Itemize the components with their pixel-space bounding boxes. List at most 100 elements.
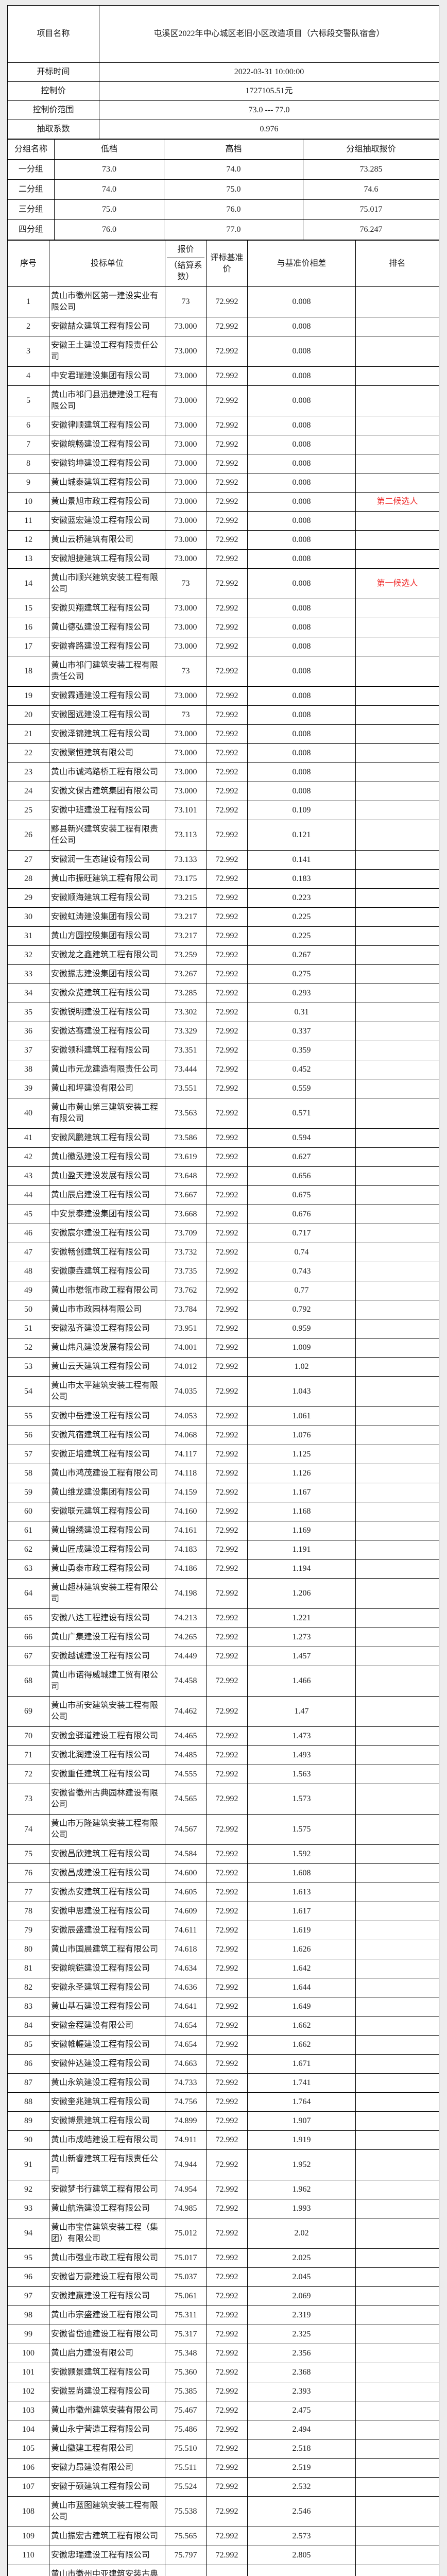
diff-cell: 0.008	[247, 530, 356, 550]
benchmark-cell: 72.992	[206, 2439, 248, 2459]
seq-cell: 47	[7, 1243, 49, 1262]
bid-row: 7 安徽皖畅建设工程有限公司 73.000 72.992 0.008	[7, 435, 439, 454]
benchmark-cell: 72.992	[206, 656, 248, 687]
seq-cell: 28	[7, 869, 49, 889]
bidder-cell: 黄山市祁门县迅捷建设工程有限公司	[49, 385, 165, 416]
seq-cell: 54	[7, 1376, 49, 1407]
diff-cell: 2.519	[247, 2458, 356, 2478]
rank-cell	[355, 1483, 439, 1502]
rank-cell	[355, 1578, 439, 1609]
seq-cell: 17	[7, 637, 49, 656]
price-cell: 74.618	[165, 1940, 207, 1959]
seq-cell: 51	[7, 1319, 49, 1338]
seq-cell: 16	[7, 618, 49, 637]
rank-cell	[355, 1262, 439, 1281]
diff-cell: 0.571	[247, 1098, 356, 1129]
bid-row: 51 安徽泓齐建设工程有限公司 73.951 72.992 0.959	[7, 1319, 439, 1338]
rank-cell	[355, 2092, 439, 2112]
rank-cell	[355, 705, 439, 725]
price-cell: 75.311	[165, 2306, 207, 2325]
seq-cell: 55	[7, 1406, 49, 1426]
benchmark-cell: 72.992	[206, 705, 248, 725]
price-cell: 75.510	[165, 2439, 207, 2459]
rank-cell	[355, 801, 439, 820]
bidder-cell: 安徽康垚建筑工程有限公司	[49, 1262, 165, 1281]
benchmark-cell: 72.992	[206, 1147, 248, 1167]
rank-cell	[355, 2111, 439, 2131]
diff-cell: 1.061	[247, 1406, 356, 1426]
bid-row: 60 安徽联元建筑工程有限公司 74.160 72.992 1.168	[7, 1502, 439, 1521]
bidder-cell: 安徽申思建设工程有限公司	[49, 1902, 165, 1921]
price-cell: 73.000	[165, 530, 207, 550]
price-cell: 74.954	[165, 2180, 207, 2199]
price-cell: 73.648	[165, 1166, 207, 1186]
rank-cell	[355, 1281, 439, 1300]
bids-header-price-line1: 报价	[167, 244, 204, 258]
price-cell: 74.911	[165, 2130, 207, 2150]
price-cell: 73.586	[165, 1128, 207, 1148]
rank-cell	[355, 1147, 439, 1167]
bid-row: 107 安徽于硕建筑工程有限公司 75.524 72.992 2.532	[7, 2477, 439, 2497]
info-label-draw-coefficient: 抽取系数	[7, 120, 99, 139]
benchmark-cell: 72.992	[206, 1647, 248, 1666]
bidder-cell: 黄山市徽州中亚建筑安装古典园林有限公司	[49, 2565, 165, 2576]
seq-cell: 48	[7, 1262, 49, 1281]
rank-cell	[355, 1406, 439, 1426]
bidder-cell: 安徽仲达建设工程有限公司	[49, 2054, 165, 2074]
bidder-cell: 黄山锦绣建设工程有限公司	[49, 1521, 165, 1540]
rank-cell	[355, 2267, 439, 2287]
rank-cell	[355, 2035, 439, 2055]
benchmark-cell: 72.992	[206, 2363, 248, 2382]
diff-cell: 0.109	[247, 801, 356, 820]
price-cell: 73.329	[165, 1022, 207, 1041]
diff-cell: 0.676	[247, 1205, 356, 1224]
price-cell: 73.000	[165, 416, 207, 435]
benchmark-cell: 72.992	[206, 2496, 248, 2527]
bid-row: 31 黄山方圆控股集团有限公司 73.217 72.992 0.225	[7, 926, 439, 946]
bid-row: 59 黄山维龙建设集团有限公司 74.159 72.992 1.167	[7, 1483, 439, 1502]
bid-row: 43 黄山盈天建设发展有限公司 73.648 72.992 0.656	[7, 1166, 439, 1186]
seq-cell: 12	[7, 530, 49, 550]
price-cell: 73.133	[165, 850, 207, 870]
benchmark-cell: 72.992	[206, 286, 248, 317]
seq-cell: 68	[7, 1666, 49, 1697]
seq-cell: 77	[7, 1883, 49, 1902]
rank-cell	[355, 686, 439, 706]
bidder-cell: 黄山新睿建筑工程有限责任公司	[49, 2149, 165, 2180]
bid-row: 29 安徽顺海建筑工程有限公司 73.215 72.992 0.223	[7, 888, 439, 908]
seq-cell: 89	[7, 2111, 49, 2131]
bidder-cell: 安徽辰盛建设工程有限公司	[49, 1921, 165, 1940]
bid-row: 75 安徽昌欣建筑工程有限公司 74.584 72.992 1.592	[7, 1844, 439, 1864]
rank-cell	[355, 1464, 439, 1483]
diff-cell: 0.275	[247, 964, 356, 984]
price-cell: 74.584	[165, 1844, 207, 1864]
bidder-cell: 安徽泓齐建设工程有限公司	[49, 1319, 165, 1338]
bid-row: 64 黄山超林建筑安装工程有限公司 74.198 72.992 1.206	[7, 1578, 439, 1609]
bidder-cell: 安徽皖畅建设工程有限公司	[49, 435, 165, 454]
price-cell: 73.551	[165, 1079, 207, 1098]
bid-row: 70 安徽金驿道建设工程有限公司 74.465 72.992 1.473	[7, 1726, 439, 1746]
rank-cell	[355, 2149, 439, 2180]
bid-row: 100 黄山启力建设有限公司 75.348 72.992 2.356	[7, 2344, 439, 2363]
bid-row: 58 黄山市鸿茂建设工程有限公司 74.118 72.992 1.126	[7, 1464, 439, 1483]
bid-row: 65 安徽八达工程建设有限公司 74.213 72.992 1.221	[7, 1608, 439, 1628]
bidder-cell: 安徽博景建筑工程有限公司	[49, 2111, 165, 2131]
diff-cell: 1.626	[247, 1940, 356, 1959]
price-cell: 74.458	[165, 1666, 207, 1697]
seq-cell: 19	[7, 686, 49, 706]
bid-row: 82 安徽永圣建筑工程有限公司 74.636 72.992 1.644	[7, 1978, 439, 1997]
seq-cell: 109	[7, 2527, 49, 2546]
price-cell: 74.161	[165, 1521, 207, 1540]
bidder-cell: 黄山徽建工程有限公司	[49, 2439, 165, 2459]
benchmark-cell: 72.992	[206, 724, 248, 744]
bidder-cell: 安徽图远建设工程有限公司	[49, 705, 165, 725]
bid-row: 22 安徽聚恒建筑有限公司 73.000 72.992 0.008	[7, 743, 439, 763]
bidder-cell: 安徽宸尔建设工程有限公司	[49, 1224, 165, 1243]
bid-row: 61 黄山锦绣建设工程有限公司 74.161 72.992 1.169	[7, 1521, 439, 1540]
group-draw-table: 分组名称 低档 高档 分组抽取报价 一分组 73.0 74.0 73.285 二…	[7, 139, 439, 240]
diff-cell: 2.805	[247, 2546, 356, 2565]
benchmark-cell: 72.992	[206, 2527, 248, 2546]
benchmark-cell: 72.992	[206, 385, 248, 416]
diff-cell: 0.008	[247, 656, 356, 687]
benchmark-cell: 72.992	[206, 2180, 248, 2199]
